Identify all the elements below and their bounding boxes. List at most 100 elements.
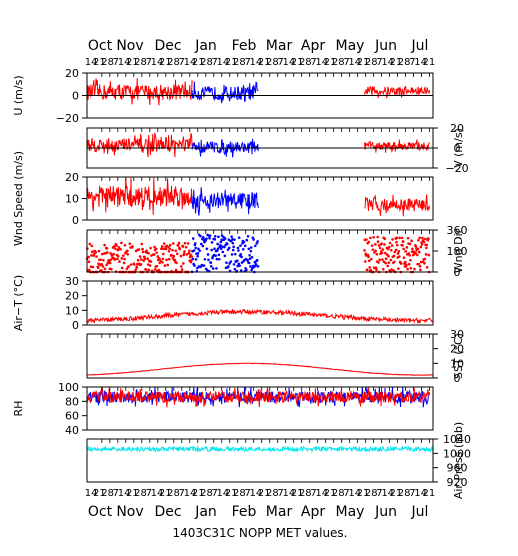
point-dir <box>119 248 122 251</box>
ytick-label-dir-0: 360 <box>447 224 468 237</box>
month-label-bottom-Apr: Apr <box>301 504 325 520</box>
point-dir <box>416 247 420 251</box>
point-dir <box>375 268 378 272</box>
day-label-bottom-10: 28 <box>167 488 180 499</box>
day-label-top-15: 7 <box>212 57 218 68</box>
month-label-top-Apr: Apr <box>301 38 325 54</box>
day-label-top-33: 21 <box>357 57 370 68</box>
point-dir <box>208 234 212 237</box>
point-dir <box>236 264 239 268</box>
day-label-top-1: 21 <box>93 57 106 68</box>
point-dir <box>182 262 185 265</box>
day-label-bottom-32: 14 <box>348 488 361 499</box>
day-label-bottom-5: 21 <box>126 488 139 499</box>
point-dir <box>127 265 130 268</box>
day-label-bottom-31: 7 <box>343 488 349 499</box>
point-dir <box>113 258 117 261</box>
ylabel-v: V (m/s) <box>452 128 465 168</box>
point-dir <box>148 264 152 267</box>
month-label-bottom-Jun: Jun <box>374 504 397 520</box>
point-dir <box>423 237 427 241</box>
day-label-bottom-38: 28 <box>398 488 411 499</box>
point-dir <box>168 257 171 261</box>
point-dir <box>406 236 410 240</box>
ytick-label-sst-0: 30 <box>450 328 464 341</box>
day-label-bottom-0: 14 <box>85 488 98 499</box>
point-dir <box>396 252 400 255</box>
point-dir <box>158 257 161 260</box>
point-dir <box>223 254 227 258</box>
ytick-label-spd-0: 20 <box>65 171 79 184</box>
point-dir <box>405 263 408 266</box>
point-dir <box>198 249 201 253</box>
point-dir <box>146 257 150 261</box>
day-label-bottom-26: 28 <box>299 488 312 499</box>
point-dir <box>411 247 414 251</box>
point-dir <box>223 237 227 240</box>
point-dir <box>136 258 140 262</box>
series-spd-1 <box>191 187 259 216</box>
point-dir <box>94 251 98 254</box>
point-dir <box>365 238 368 241</box>
point-dir <box>118 260 121 263</box>
point-dir <box>112 245 116 248</box>
point-dir <box>418 265 422 268</box>
point-dir <box>386 264 389 268</box>
point-dir <box>230 253 234 256</box>
point-dir <box>419 268 422 272</box>
point-dir <box>114 247 117 251</box>
ytick-label-dir-2: 0 <box>454 266 461 279</box>
point-dir <box>126 252 130 256</box>
ytick-label-sst-1: 20 <box>450 343 464 356</box>
day-label-bottom-24: 14 <box>282 488 295 499</box>
point-dir <box>381 267 385 271</box>
day-label-top-2: 28 <box>101 57 114 68</box>
day-label-bottom-6: 28 <box>134 488 147 499</box>
month-label-top-May: May <box>336 38 365 54</box>
point-dir <box>238 264 241 267</box>
point-dir <box>383 237 387 241</box>
ytick-label-dir-1: 180 <box>447 245 468 258</box>
point-dir <box>378 258 381 262</box>
point-dir <box>402 247 405 251</box>
ytick-label-pres-1: 1000 <box>443 447 471 460</box>
series-dir-1 <box>190 233 260 274</box>
day-label-bottom-22: 28 <box>266 488 279 499</box>
point-dir <box>135 265 139 269</box>
point-dir <box>240 255 243 259</box>
point-dir <box>239 244 242 247</box>
point-dir <box>147 268 151 272</box>
day-label-bottom-11: 7 <box>179 488 185 499</box>
point-dir <box>232 245 235 249</box>
point-dir <box>367 259 371 263</box>
point-dir <box>239 253 243 256</box>
point-dir <box>253 244 257 248</box>
ytick-label-rh-0: 100 <box>58 381 79 394</box>
point-dir <box>215 257 219 261</box>
point-dir <box>390 268 393 271</box>
series-dir-0 <box>85 241 194 274</box>
series-v-2 <box>364 139 431 153</box>
point-dir <box>375 252 379 256</box>
point-dir <box>402 256 406 260</box>
point-dir <box>100 252 104 256</box>
point-dir <box>414 251 417 255</box>
ytick-label-airt-1: 20 <box>65 290 79 303</box>
point-dir <box>197 247 200 251</box>
point-dir <box>383 251 387 255</box>
month-label-bottom-Jul: Jul <box>411 504 429 520</box>
point-dir <box>384 257 388 261</box>
point-dir <box>395 236 399 240</box>
point-dir <box>381 258 384 261</box>
point-dir <box>205 268 209 272</box>
day-label-top-29: 21 <box>324 57 337 68</box>
series-airt-0 <box>86 308 434 325</box>
day-label-bottom-21: 21 <box>258 488 271 499</box>
ytick-label-spd-1: 10 <box>65 193 79 206</box>
point-dir <box>217 257 221 261</box>
point-dir <box>92 252 96 256</box>
point-dir <box>248 253 251 257</box>
point-dir <box>209 265 213 268</box>
